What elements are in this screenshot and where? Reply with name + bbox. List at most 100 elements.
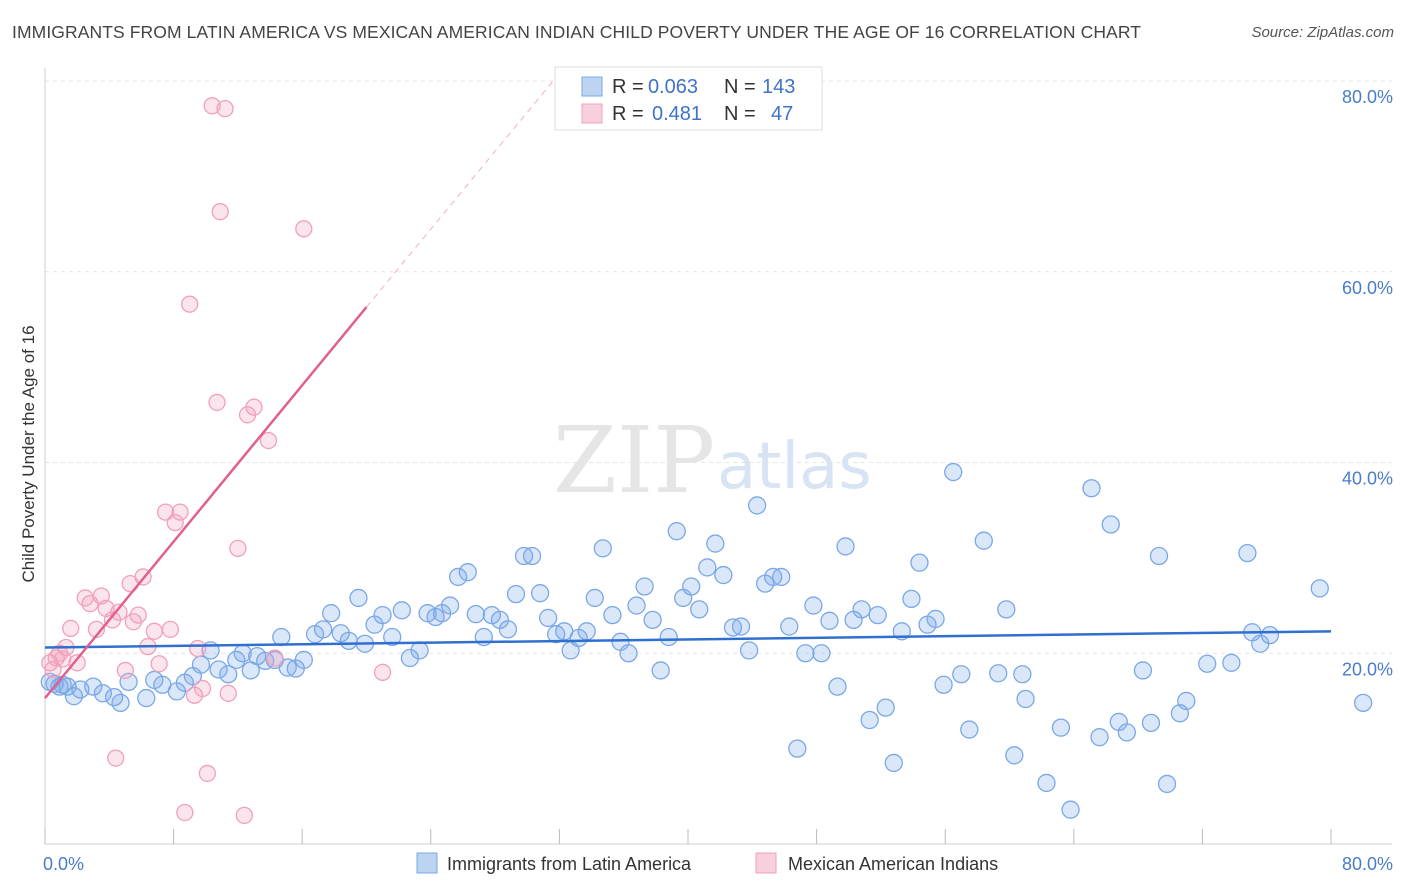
latin-america-point [219, 665, 238, 684]
latin-america-point [1177, 691, 1196, 711]
mexican-american-indian-point [116, 661, 135, 680]
latin-america-point [1061, 800, 1080, 819]
y-tick-label: 80.0% [1342, 87, 1393, 107]
stats-n-value-1: 47 [771, 103, 793, 125]
mexican-american-indian-point [235, 806, 253, 825]
mexican-american-indian-point [145, 622, 163, 640]
latin-america-point [585, 588, 604, 608]
latin-america-point [93, 684, 113, 703]
latin-america-point [876, 698, 895, 717]
latin-america-point [706, 534, 725, 553]
mexican-american-indian-point [193, 679, 212, 698]
latin-america-point [944, 462, 963, 482]
latin-america-point [294, 650, 313, 670]
latin-america-point [530, 584, 550, 603]
mexican-american-indian-point [211, 203, 229, 221]
latin-america-point [313, 620, 333, 639]
latin-america-point [910, 553, 929, 572]
axes [44, 68, 1392, 845]
latin-america-point [1117, 723, 1136, 742]
latin-america-point [1354, 693, 1373, 712]
mexican-american-indian-point [129, 606, 147, 624]
stats-n-label-0: N = [724, 76, 756, 98]
y-tick-labels: 20.0% 40.0% 60.0% 80.0% [1342, 87, 1393, 679]
stats-r-value-1: 0.481 [652, 103, 702, 125]
latin-america-point [538, 608, 558, 628]
latin-america-point [522, 546, 542, 566]
latin-america-point [373, 605, 392, 625]
latin-america-point [458, 563, 477, 582]
latin-america-point [1082, 479, 1101, 498]
latin-america-point [828, 677, 847, 696]
latin-america-point [1149, 546, 1169, 566]
mexican-american-indian-point [150, 655, 168, 673]
watermark: ZIP atlas [553, 407, 872, 514]
mexican-american-indian-point [161, 620, 180, 639]
mexican-american-indian-point [229, 539, 247, 557]
y-tick-label: 20.0% [1342, 659, 1393, 679]
latin-america-point [989, 664, 1008, 683]
latin-america-point [852, 600, 871, 619]
latin-america-point [651, 661, 670, 680]
latin-america-point [747, 496, 767, 515]
latin-america-point [884, 753, 903, 773]
latin-america-point [498, 620, 518, 639]
latin-america-point [974, 531, 993, 550]
latin-america-point [1051, 718, 1071, 737]
stats-swatch-mexican-american-indian [581, 103, 603, 124]
series-latin-america-points [40, 462, 1373, 819]
mexican-american-indian-point [68, 654, 86, 672]
chart-title: IMMIGRANTS FROM LATIN AMERICA VS MEXICAN… [12, 22, 1142, 42]
latin-america-point [111, 693, 130, 712]
latin-america-point [714, 565, 733, 585]
trend-lines [44, 73, 1332, 699]
latin-america-point [667, 522, 686, 541]
legend-swatch-mexican-american-indian [755, 852, 777, 874]
mexican-american-indian-point [373, 663, 392, 681]
latin-america-point [860, 710, 879, 730]
latin-america-point [804, 596, 823, 615]
x-ticks [44, 829, 1332, 844]
latin-america-point [448, 567, 468, 587]
latin-america-point [659, 627, 678, 647]
latin-america-point [339, 631, 358, 651]
mexican-american-indian-point [203, 97, 221, 115]
y-tick-label: 40.0% [1342, 469, 1393, 489]
stats-r-label-1: R = [612, 103, 644, 125]
latin-america-point [1133, 661, 1153, 680]
latin-america-point [731, 617, 751, 636]
mexican-american-indian-point [110, 603, 128, 621]
mexican-american-indian-point [216, 100, 234, 118]
latin-america-point [643, 610, 662, 630]
latin-america-point [603, 605, 622, 625]
stats-legend: R = 0.063 N = 143 R = 0.481 N = 47 [554, 66, 823, 131]
latin-america-point [836, 537, 855, 556]
watermark-atlas: atlas [717, 430, 872, 504]
latin-america-point [84, 677, 103, 696]
latin-america-point [506, 584, 526, 604]
source-label: Source: ZipAtlas.com [1251, 24, 1394, 41]
latin-america-point [960, 720, 979, 739]
mexican-american-indian-point [181, 295, 199, 313]
mexican-american-indian-point [245, 398, 263, 416]
stats-n-value-0: 143 [762, 76, 795, 98]
latin-america-point [1005, 746, 1024, 765]
mexican-american-indian-point [107, 749, 125, 767]
latin-america-point [593, 539, 612, 558]
latin-america-point [926, 609, 945, 629]
latin-america-point [739, 641, 759, 660]
stats-r-value-0: 0.063 [648, 76, 698, 98]
latin-america-point [349, 588, 368, 608]
stats-swatch-latin-america [581, 76, 603, 97]
x-tick-label-max: 80.0% [1342, 854, 1393, 874]
latin-america-point [868, 605, 887, 625]
legend-label-mexican-american-indian: Mexican American Indians [788, 854, 998, 874]
latin-america-point [1013, 665, 1032, 684]
x-tick-label-min: 0.0% [43, 854, 84, 874]
latin-america-point [400, 648, 420, 668]
watermark-zip: ZIP [553, 407, 715, 514]
mexican-american-indian-trend-line [44, 306, 368, 699]
latin-america-point [1037, 773, 1056, 793]
series-legend: Immigrants from Latin America Mexican Am… [416, 852, 998, 874]
